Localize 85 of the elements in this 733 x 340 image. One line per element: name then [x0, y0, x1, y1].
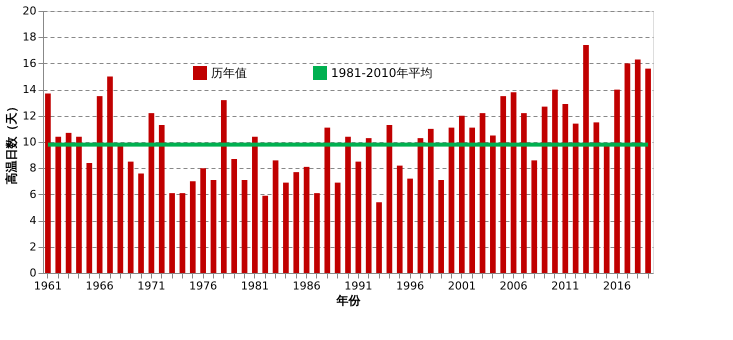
bar: [128, 162, 134, 273]
bar: [634, 59, 641, 273]
legend-label: 1981-2010年平均: [331, 66, 432, 80]
bar: [345, 136, 351, 273]
bar: [396, 166, 403, 273]
bar: [594, 122, 600, 273]
bar: [148, 113, 154, 273]
bar: [645, 68, 651, 273]
y-tick-label: 6: [30, 188, 36, 201]
bar: [262, 196, 268, 273]
bar: [604, 146, 610, 273]
bar: [169, 193, 175, 273]
x-tick-label: 1986: [292, 280, 321, 292]
x-tick-label: 2001: [448, 280, 476, 292]
bar: [314, 193, 320, 273]
bar: [242, 180, 248, 273]
legend-label: 历年值: [211, 66, 247, 80]
bar: [138, 173, 144, 273]
bar: [272, 160, 278, 273]
bar: [386, 124, 392, 273]
bar: [624, 63, 630, 273]
bar: [210, 180, 216, 273]
x-tick-label: 1991: [344, 280, 372, 292]
y-tick-label: 14: [22, 83, 36, 96]
bar: [614, 90, 620, 273]
bar: [500, 96, 506, 273]
y-tick-label: 2: [30, 240, 36, 254]
bar: [304, 166, 310, 273]
bar: [45, 94, 51, 273]
x-tick-label: 1981: [240, 280, 269, 292]
y-tick-label: 10: [22, 136, 36, 148]
bar: [158, 124, 165, 273]
x-tick-label: 1996: [396, 280, 424, 292]
y-axis-title: 高温日数（天）: [4, 100, 19, 184]
y-tick-label: 20: [22, 4, 36, 18]
y-tick-label: 0: [30, 266, 36, 280]
bar: [407, 178, 413, 273]
x-tick-label: 1961: [34, 280, 62, 292]
bar: [76, 136, 82, 273]
bar: [583, 45, 589, 273]
bar: [231, 159, 238, 273]
bar: [521, 113, 527, 273]
bar: [572, 124, 578, 273]
bar: [418, 138, 424, 273]
bar: [552, 90, 558, 273]
y-tick-label: 18: [22, 30, 36, 44]
x-axis-title: 年份: [336, 294, 362, 308]
bar: [356, 162, 362, 273]
x-tick-label: 2011: [551, 280, 580, 292]
bar: [252, 136, 258, 273]
x-tick-label: 2016: [603, 280, 632, 292]
bar: [96, 96, 102, 273]
bar: [542, 106, 548, 273]
bar: [531, 160, 538, 273]
bar: [293, 172, 300, 273]
bar: [334, 182, 340, 273]
bar: [376, 202, 382, 273]
y-tick-label: 16: [22, 56, 36, 70]
bar: [458, 116, 465, 273]
bar: [469, 128, 476, 273]
bar: [438, 180, 444, 273]
bar: [480, 113, 486, 273]
bar: [180, 193, 186, 273]
bar: [283, 182, 289, 273]
bar: [107, 76, 113, 273]
bar: [200, 168, 206, 273]
bar: [490, 135, 496, 273]
bar: [66, 132, 72, 273]
x-tick-label: 2006: [500, 280, 528, 292]
x-tick-label: 1971: [137, 280, 166, 292]
x-tick-label: 1976: [189, 280, 218, 292]
bar: [190, 181, 196, 273]
bar: [510, 92, 516, 273]
bar: [220, 100, 227, 273]
bar: [366, 138, 372, 273]
bar: [448, 128, 454, 273]
y-tick-label: 4: [30, 214, 36, 228]
x-tick-label: 1966: [86, 280, 114, 292]
bar: [86, 162, 92, 273]
y-tick-label: 8: [30, 162, 36, 175]
y-tick-label: 12: [22, 109, 36, 122]
bar: [428, 128, 434, 273]
bar: [562, 104, 568, 273]
bar: [324, 128, 330, 273]
bar: [55, 136, 62, 273]
